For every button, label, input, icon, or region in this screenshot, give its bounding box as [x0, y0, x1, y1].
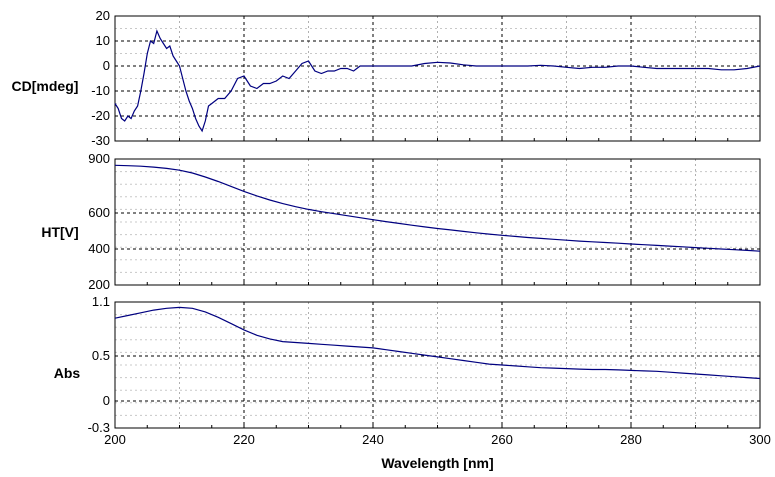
y-tick-label: -20 [91, 108, 110, 123]
x-axis-label: Wavelength [nm] [381, 455, 493, 471]
y-tick-label: 20 [96, 8, 110, 23]
x-tick-label: 220 [233, 432, 255, 447]
y-tick-label: 900 [88, 151, 110, 166]
y-tick-label: -30 [91, 133, 110, 148]
x-tick-label: 280 [620, 432, 642, 447]
y-axis-label: CD[mdeg] [12, 78, 79, 94]
panel-2: 900 600 400 200 HT[V] [41, 151, 761, 292]
y-tick-label: 0.5 [92, 348, 110, 363]
y-tick-label: -0.3 [88, 420, 110, 435]
x-tick-label: 200 [104, 432, 126, 447]
y-tick-label: 400 [88, 241, 110, 256]
series-line [114, 306, 761, 380]
y-tick-label: 600 [88, 205, 110, 220]
x-tick-label: 300 [749, 432, 771, 447]
x-tick-label: 240 [362, 432, 384, 447]
y-tick-label: -10 [91, 83, 110, 98]
y-tick-label: 1.1 [92, 294, 110, 309]
panel-1: 20 10 0 -10 -20 -30 CD[mdeg] [12, 8, 761, 148]
y-axis-label: Abs [54, 365, 81, 381]
x-tick-label: 260 [491, 432, 513, 447]
y-axis-label: HT[V] [41, 224, 78, 240]
y-tick-label: 10 [96, 33, 110, 48]
y-tick-label: 200 [88, 277, 110, 292]
y-tick-label: 0 [103, 393, 110, 408]
y-tick-label: 0 [103, 58, 110, 73]
panel-3: 1.1 0.5 0 -0.3 Abs 200 220 240 260 280 300 Waveleng… [54, 294, 771, 471]
series-line [114, 29, 761, 133]
series-line [114, 164, 761, 252]
